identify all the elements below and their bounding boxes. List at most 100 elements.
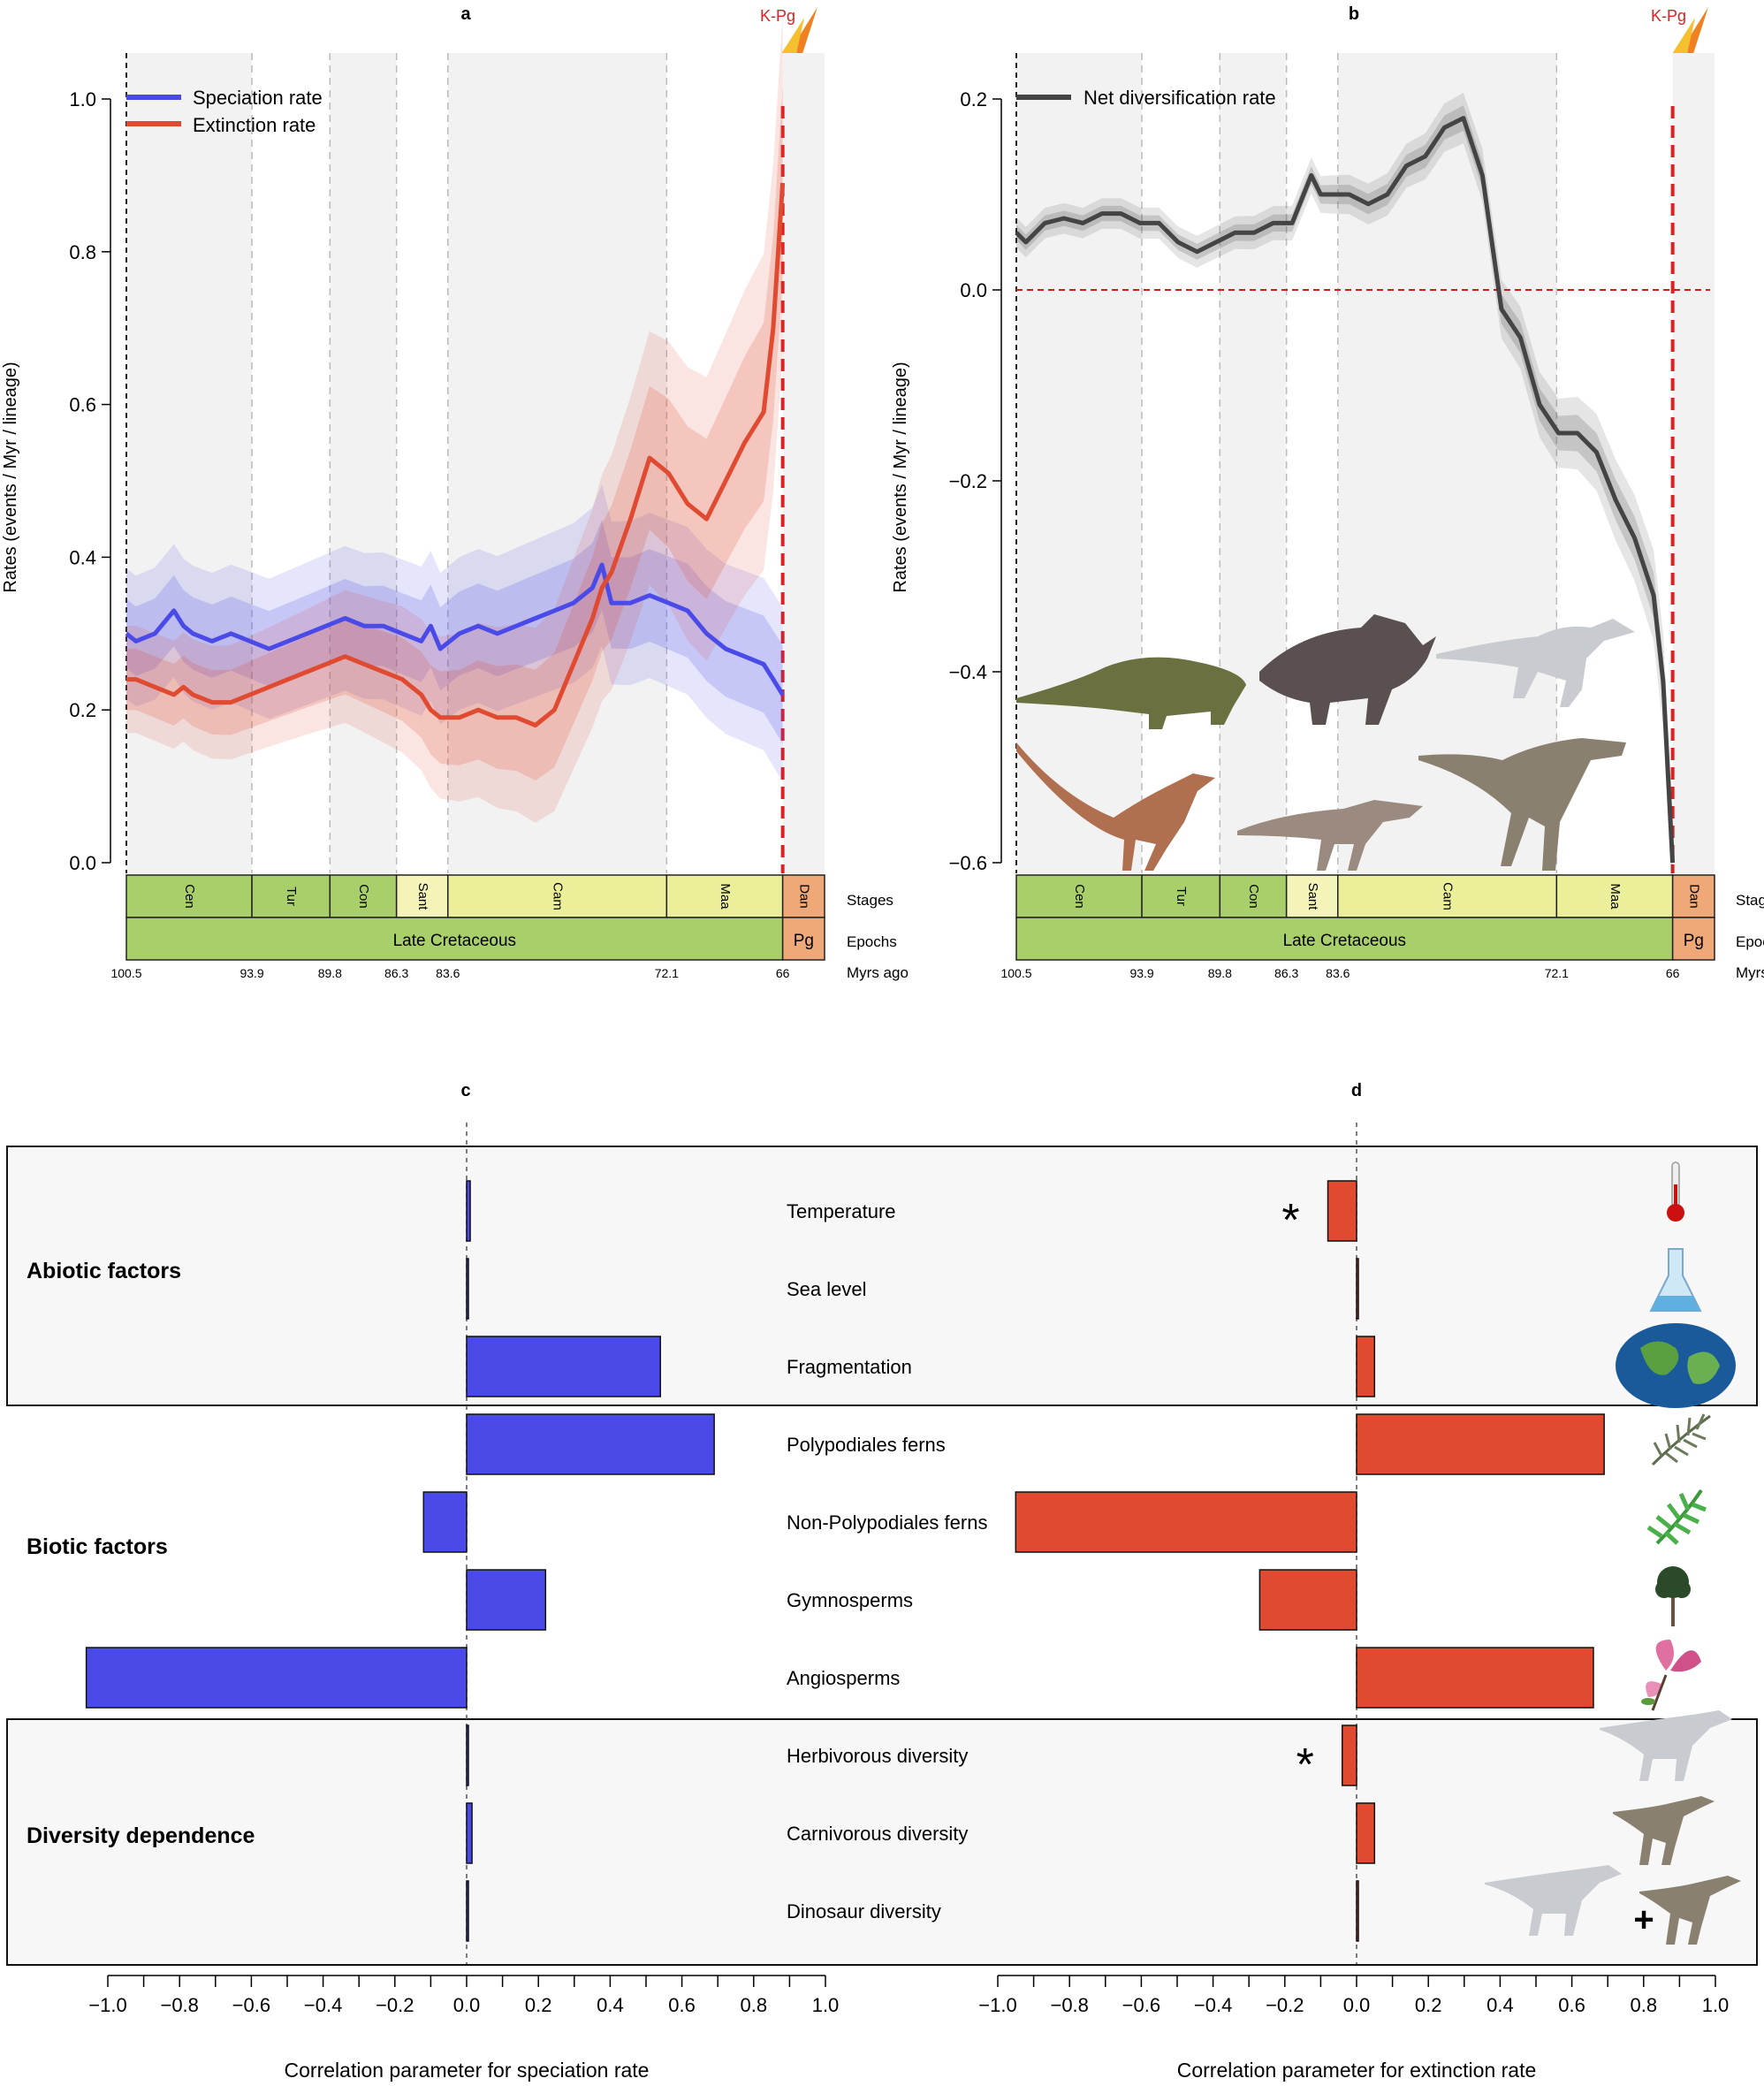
stage-box bbox=[1015, 874, 1143, 918]
panel-c-x-tick-label: 0.2 bbox=[525, 1994, 552, 2016]
age-label: 72.1 bbox=[655, 966, 679, 980]
timescale-row-label-stages: Stages bbox=[847, 892, 893, 909]
magnolia-flower-icon bbox=[1641, 1640, 1701, 1711]
y-tick-label: 0.6 bbox=[69, 394, 96, 416]
panel-b-legend: Net diversification rate bbox=[1016, 87, 1276, 109]
series-band-0 bbox=[1016, 92, 1673, 914]
factor-group-label: Biotic factors bbox=[27, 1534, 168, 1559]
stage-label: Maa bbox=[718, 883, 733, 910]
speciation-bar bbox=[422, 1491, 468, 1553]
panel-d-x-tick-label: −1.0 bbox=[978, 1994, 1016, 2016]
stage-stripe bbox=[666, 53, 783, 873]
stage-stripe bbox=[396, 53, 448, 873]
series-band-0 bbox=[126, 520, 783, 744]
stage-box bbox=[781, 874, 825, 918]
speciation-bar bbox=[85, 1647, 468, 1709]
ceratopsian-icon bbox=[1259, 614, 1436, 725]
speciation-bar bbox=[466, 1880, 469, 1942]
factor-label: Herbivorous diversity bbox=[787, 1745, 968, 1767]
age-label: 89.8 bbox=[318, 966, 342, 980]
timescale-row-label-stages: Stages bbox=[1736, 892, 1764, 909]
panel-c-x-tick-label: 0.4 bbox=[597, 1994, 624, 2016]
stage-box bbox=[1141, 874, 1221, 918]
epoch-label: Late Cretaceous bbox=[1283, 932, 1406, 950]
age-label: 66 bbox=[776, 966, 790, 980]
stage-label: Cam bbox=[551, 882, 566, 910]
y-tick-label: −0.2 bbox=[949, 470, 987, 492]
extinction-bar bbox=[1356, 1413, 1605, 1475]
stage-label: Con bbox=[356, 884, 371, 909]
stage-label: Cen bbox=[182, 884, 197, 909]
stage-box bbox=[251, 874, 331, 918]
hadrosaur-icon bbox=[1485, 1865, 1622, 1936]
speciation-bar bbox=[466, 1413, 715, 1475]
age-label: 66 bbox=[1666, 966, 1680, 980]
y-tick-label: 0.0 bbox=[960, 279, 987, 301]
stage-label: Tur bbox=[1174, 887, 1189, 906]
panel-c-letter: c bbox=[460, 1081, 470, 1100]
abiotic-group-box bbox=[6, 1146, 1758, 1406]
panel-c-x-tick-label: 0.8 bbox=[741, 1994, 768, 2016]
epoch-box bbox=[1015, 917, 1674, 961]
stage-label: Sant bbox=[415, 883, 430, 911]
plus-sign: + bbox=[1633, 1900, 1654, 1939]
panel-d-x-tick-label: −0.2 bbox=[1266, 1994, 1304, 2016]
timescale-row-label-ages: Myrs ago bbox=[847, 964, 909, 981]
timescale-row-label-epochs: Epochs bbox=[1736, 933, 1764, 950]
extinction-bar bbox=[1258, 1569, 1357, 1631]
ankylosaur-icon bbox=[1016, 657, 1246, 729]
panels-c-d: c d Temperature Sea level Fragmentation Pol… bbox=[6, 1081, 1758, 2082]
panel-d-x-tick-label: 1.0 bbox=[1702, 1994, 1730, 2016]
age-label: 100.5 bbox=[1000, 966, 1031, 980]
extinction-bar bbox=[1342, 1724, 1357, 1786]
age-label: 86.3 bbox=[384, 966, 408, 980]
panel-a-legend: Speciation rate Extinction rate bbox=[126, 87, 323, 136]
panel-c-x-tick-label: 0.6 bbox=[668, 1994, 696, 2016]
epoch-box bbox=[781, 917, 825, 961]
epoch-label: Late Cretaceous bbox=[393, 932, 516, 950]
panel-c-x-tick-label: 1.0 bbox=[812, 1994, 840, 2016]
y-tick-label: 0.8 bbox=[69, 241, 96, 263]
timescale-row-label-ages: Myrs ago bbox=[1736, 964, 1764, 981]
panel-a-event-label: K-Pg bbox=[760, 7, 795, 25]
legend-speciation: Speciation rate bbox=[193, 87, 323, 109]
stage-label: Maa bbox=[1608, 883, 1623, 910]
stage-box bbox=[1285, 874, 1339, 918]
y-tick-label: 0.2 bbox=[69, 699, 96, 721]
factor-group-label: Abiotic factors bbox=[27, 1259, 181, 1283]
panel-c-x-tick-label: −0.8 bbox=[160, 1994, 198, 2016]
tree-icon bbox=[1655, 1566, 1691, 1626]
extinction-bar bbox=[1356, 1802, 1376, 1864]
speciation-bar bbox=[466, 1336, 661, 1397]
y-tick-label: −0.4 bbox=[949, 661, 987, 683]
factor-label: Temperature bbox=[787, 1200, 896, 1222]
epoch-box bbox=[1671, 917, 1715, 961]
panel-c-x-axis-title: Correlation parameter for speciation rat… bbox=[285, 2059, 650, 2082]
panel-d-x-tick-label: 0.8 bbox=[1631, 1994, 1658, 2016]
stage-stripe bbox=[252, 53, 331, 873]
panel-b-event-label: K-Pg bbox=[1651, 7, 1686, 25]
globe-icon bbox=[1616, 1323, 1736, 1408]
extinction-bar bbox=[1356, 1647, 1594, 1709]
stage-stripe bbox=[1142, 53, 1220, 873]
factor-label: Gymnosperms bbox=[787, 1589, 913, 1611]
extinction-bar bbox=[1327, 1180, 1357, 1242]
series-line-0 bbox=[125, 562, 785, 697]
stage-label: Tur bbox=[284, 887, 299, 906]
factor-label: Angiosperms bbox=[787, 1667, 900, 1689]
age-label: 83.6 bbox=[436, 966, 460, 980]
factor-group-label: Diversity dependence bbox=[27, 1823, 255, 1848]
series-band-1 bbox=[126, 87, 783, 781]
y-tick-label: 0.4 bbox=[69, 546, 96, 568]
y-tick-label: 0.0 bbox=[69, 852, 96, 874]
stage-box bbox=[447, 874, 668, 918]
extinction-bar bbox=[1356, 1336, 1376, 1397]
y-tick-label: 0.2 bbox=[960, 88, 987, 110]
significance-marker: * bbox=[1296, 1740, 1314, 1791]
panel-d-letter: d bbox=[1351, 1081, 1362, 1100]
panel-b: b K-Pg −0.6 −0.4 −0.2 0.0 0.2 Rates (events … bbox=[891, 4, 1764, 981]
speciation-bar bbox=[466, 1802, 473, 1864]
stage-label: Sant bbox=[1305, 883, 1320, 911]
extinction-bar bbox=[1015, 1491, 1357, 1553]
